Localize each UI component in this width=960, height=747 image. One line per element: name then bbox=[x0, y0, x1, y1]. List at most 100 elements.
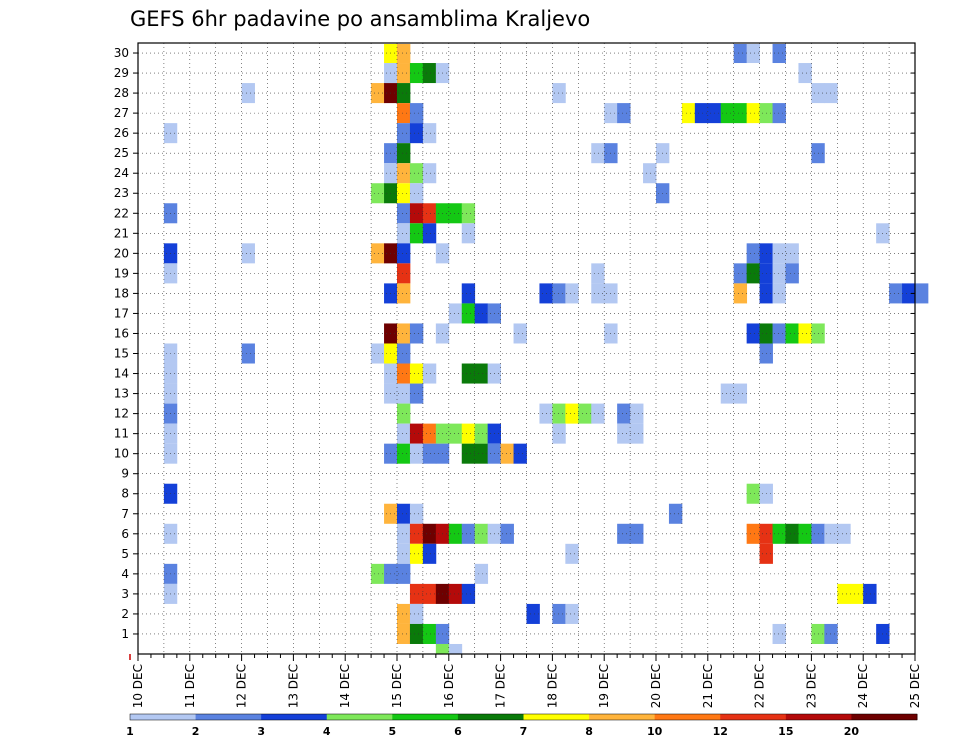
heatmap-cell bbox=[371, 183, 385, 204]
heatmap-cell bbox=[772, 263, 786, 284]
heatmap-cell bbox=[746, 483, 760, 504]
heatmap-cell bbox=[397, 563, 411, 584]
heatmap-cell bbox=[643, 163, 657, 184]
heatmap-cell bbox=[461, 203, 476, 224]
y-tick-label: 24 bbox=[114, 166, 129, 180]
heatmap-cell bbox=[422, 583, 437, 604]
heatmap-cell bbox=[397, 323, 411, 344]
heatmap-cell bbox=[422, 443, 437, 464]
x-tick-label: 25 DEC bbox=[908, 664, 922, 708]
heatmap-cell bbox=[552, 423, 566, 444]
heatmap-cell bbox=[448, 203, 463, 224]
heatmap-cell bbox=[461, 523, 476, 544]
heatmap-cell bbox=[461, 283, 476, 304]
heatmap-cell bbox=[461, 363, 476, 384]
heatmap-cell bbox=[902, 283, 916, 304]
heatmap-cell bbox=[746, 523, 760, 544]
heatmap-cell bbox=[733, 383, 748, 404]
heatmap-cell bbox=[578, 403, 592, 424]
heatmap-cell bbox=[397, 343, 411, 364]
colorbar-swatch bbox=[195, 714, 262, 720]
heatmap-cell bbox=[824, 83, 838, 104]
heatmap-cell bbox=[565, 543, 579, 564]
colorbar-label: 7 bbox=[520, 725, 528, 738]
x-tick-label: 16 DEC bbox=[442, 664, 456, 708]
y-tick-label: 2 bbox=[121, 607, 129, 621]
heatmap-cell bbox=[397, 223, 411, 244]
heatmap-cell bbox=[397, 44, 411, 64]
heatmap-cell bbox=[371, 343, 385, 364]
heatmap-cell bbox=[785, 523, 799, 544]
heatmap-cell bbox=[785, 243, 799, 264]
heatmap-cell bbox=[746, 263, 760, 284]
colorbar-swatch bbox=[785, 714, 852, 720]
heatmap-cell bbox=[772, 44, 786, 64]
heatmap-cell bbox=[630, 523, 644, 544]
heatmap-cell bbox=[397, 283, 411, 304]
colorbar-swatch bbox=[523, 714, 590, 720]
y-tick-label: 30 bbox=[114, 46, 129, 60]
heatmap-cell bbox=[409, 503, 424, 524]
heatmap-cell bbox=[915, 283, 929, 304]
heatmap-cell bbox=[552, 83, 566, 104]
heatmap-cell bbox=[241, 83, 255, 104]
heatmap-cell bbox=[461, 443, 476, 464]
y-tick-label: 18 bbox=[114, 286, 129, 300]
heatmap-cell bbox=[409, 183, 424, 204]
heatmap-cell bbox=[409, 163, 424, 184]
y-tick-label: 13 bbox=[114, 387, 129, 401]
colorbar: 1 2 3 4 5 6 7 8 10 12 15 20 bbox=[126, 713, 918, 738]
heatmap-cell bbox=[397, 623, 411, 644]
x-tick-label: 10 DEC bbox=[131, 664, 145, 708]
heatmap-cell bbox=[241, 243, 255, 264]
chart-title: GEFS 6hr padavine po ansamblima Kraljevo bbox=[130, 7, 590, 31]
heatmap-cell bbox=[552, 283, 566, 304]
y-tick-label: 4 bbox=[121, 567, 129, 581]
heatmap-cell bbox=[565, 603, 579, 624]
heatmap-cell bbox=[397, 163, 411, 184]
heatmap-cell bbox=[461, 223, 476, 244]
x-tick-label: 12 DEC bbox=[235, 664, 249, 708]
heatmap-cell bbox=[617, 103, 631, 124]
colorbar-label: 8 bbox=[585, 725, 593, 738]
y-tick-label: 27 bbox=[114, 106, 129, 120]
heatmap-cell bbox=[397, 403, 411, 424]
heatmap-cell bbox=[409, 543, 424, 564]
heatmap-cell bbox=[552, 603, 566, 624]
heatmap-cell bbox=[474, 363, 489, 384]
y-tick-label: 21 bbox=[114, 226, 129, 240]
heatmap-cell bbox=[461, 423, 476, 444]
heatmap-cell bbox=[241, 343, 255, 364]
heatmap-cell bbox=[384, 44, 398, 64]
x-tick-label: 13 DEC bbox=[286, 664, 300, 708]
x-tick-label: 20 DEC bbox=[649, 664, 663, 708]
heatmap-cell bbox=[422, 623, 437, 644]
heatmap-cell bbox=[371, 563, 385, 584]
grid-lines bbox=[137, 43, 916, 654]
heatmap-cell bbox=[371, 83, 385, 104]
y-tick-label: 23 bbox=[114, 186, 129, 200]
heatmap-cell bbox=[474, 423, 489, 444]
y-tick-label: 9 bbox=[121, 467, 129, 481]
heatmap-cell bbox=[397, 183, 411, 204]
heatmap-cell bbox=[617, 423, 631, 444]
heatmap-cell bbox=[746, 323, 760, 344]
heatmap-cell bbox=[409, 63, 424, 84]
heatmap-cell bbox=[694, 103, 709, 124]
heatmap-cell bbox=[422, 223, 437, 244]
y-tick-label: 11 bbox=[114, 427, 129, 441]
y-tick-label: 22 bbox=[114, 206, 129, 220]
heatmap-cell bbox=[397, 103, 411, 124]
heatmap-cell bbox=[798, 323, 812, 344]
heatmap-cell bbox=[824, 623, 838, 644]
heatmap-cell bbox=[422, 363, 437, 384]
heatmap-cell bbox=[889, 283, 903, 304]
colorbar-label: 5 bbox=[389, 725, 397, 738]
y-tick-label: 16 bbox=[114, 326, 129, 340]
heatmap-cell bbox=[591, 403, 605, 424]
heatmap-cell bbox=[461, 583, 476, 604]
heatmap-cell bbox=[746, 243, 760, 264]
colorbar-swatch bbox=[654, 714, 721, 720]
heatmap-cell bbox=[720, 103, 735, 124]
heatmap-cell bbox=[630, 423, 644, 444]
